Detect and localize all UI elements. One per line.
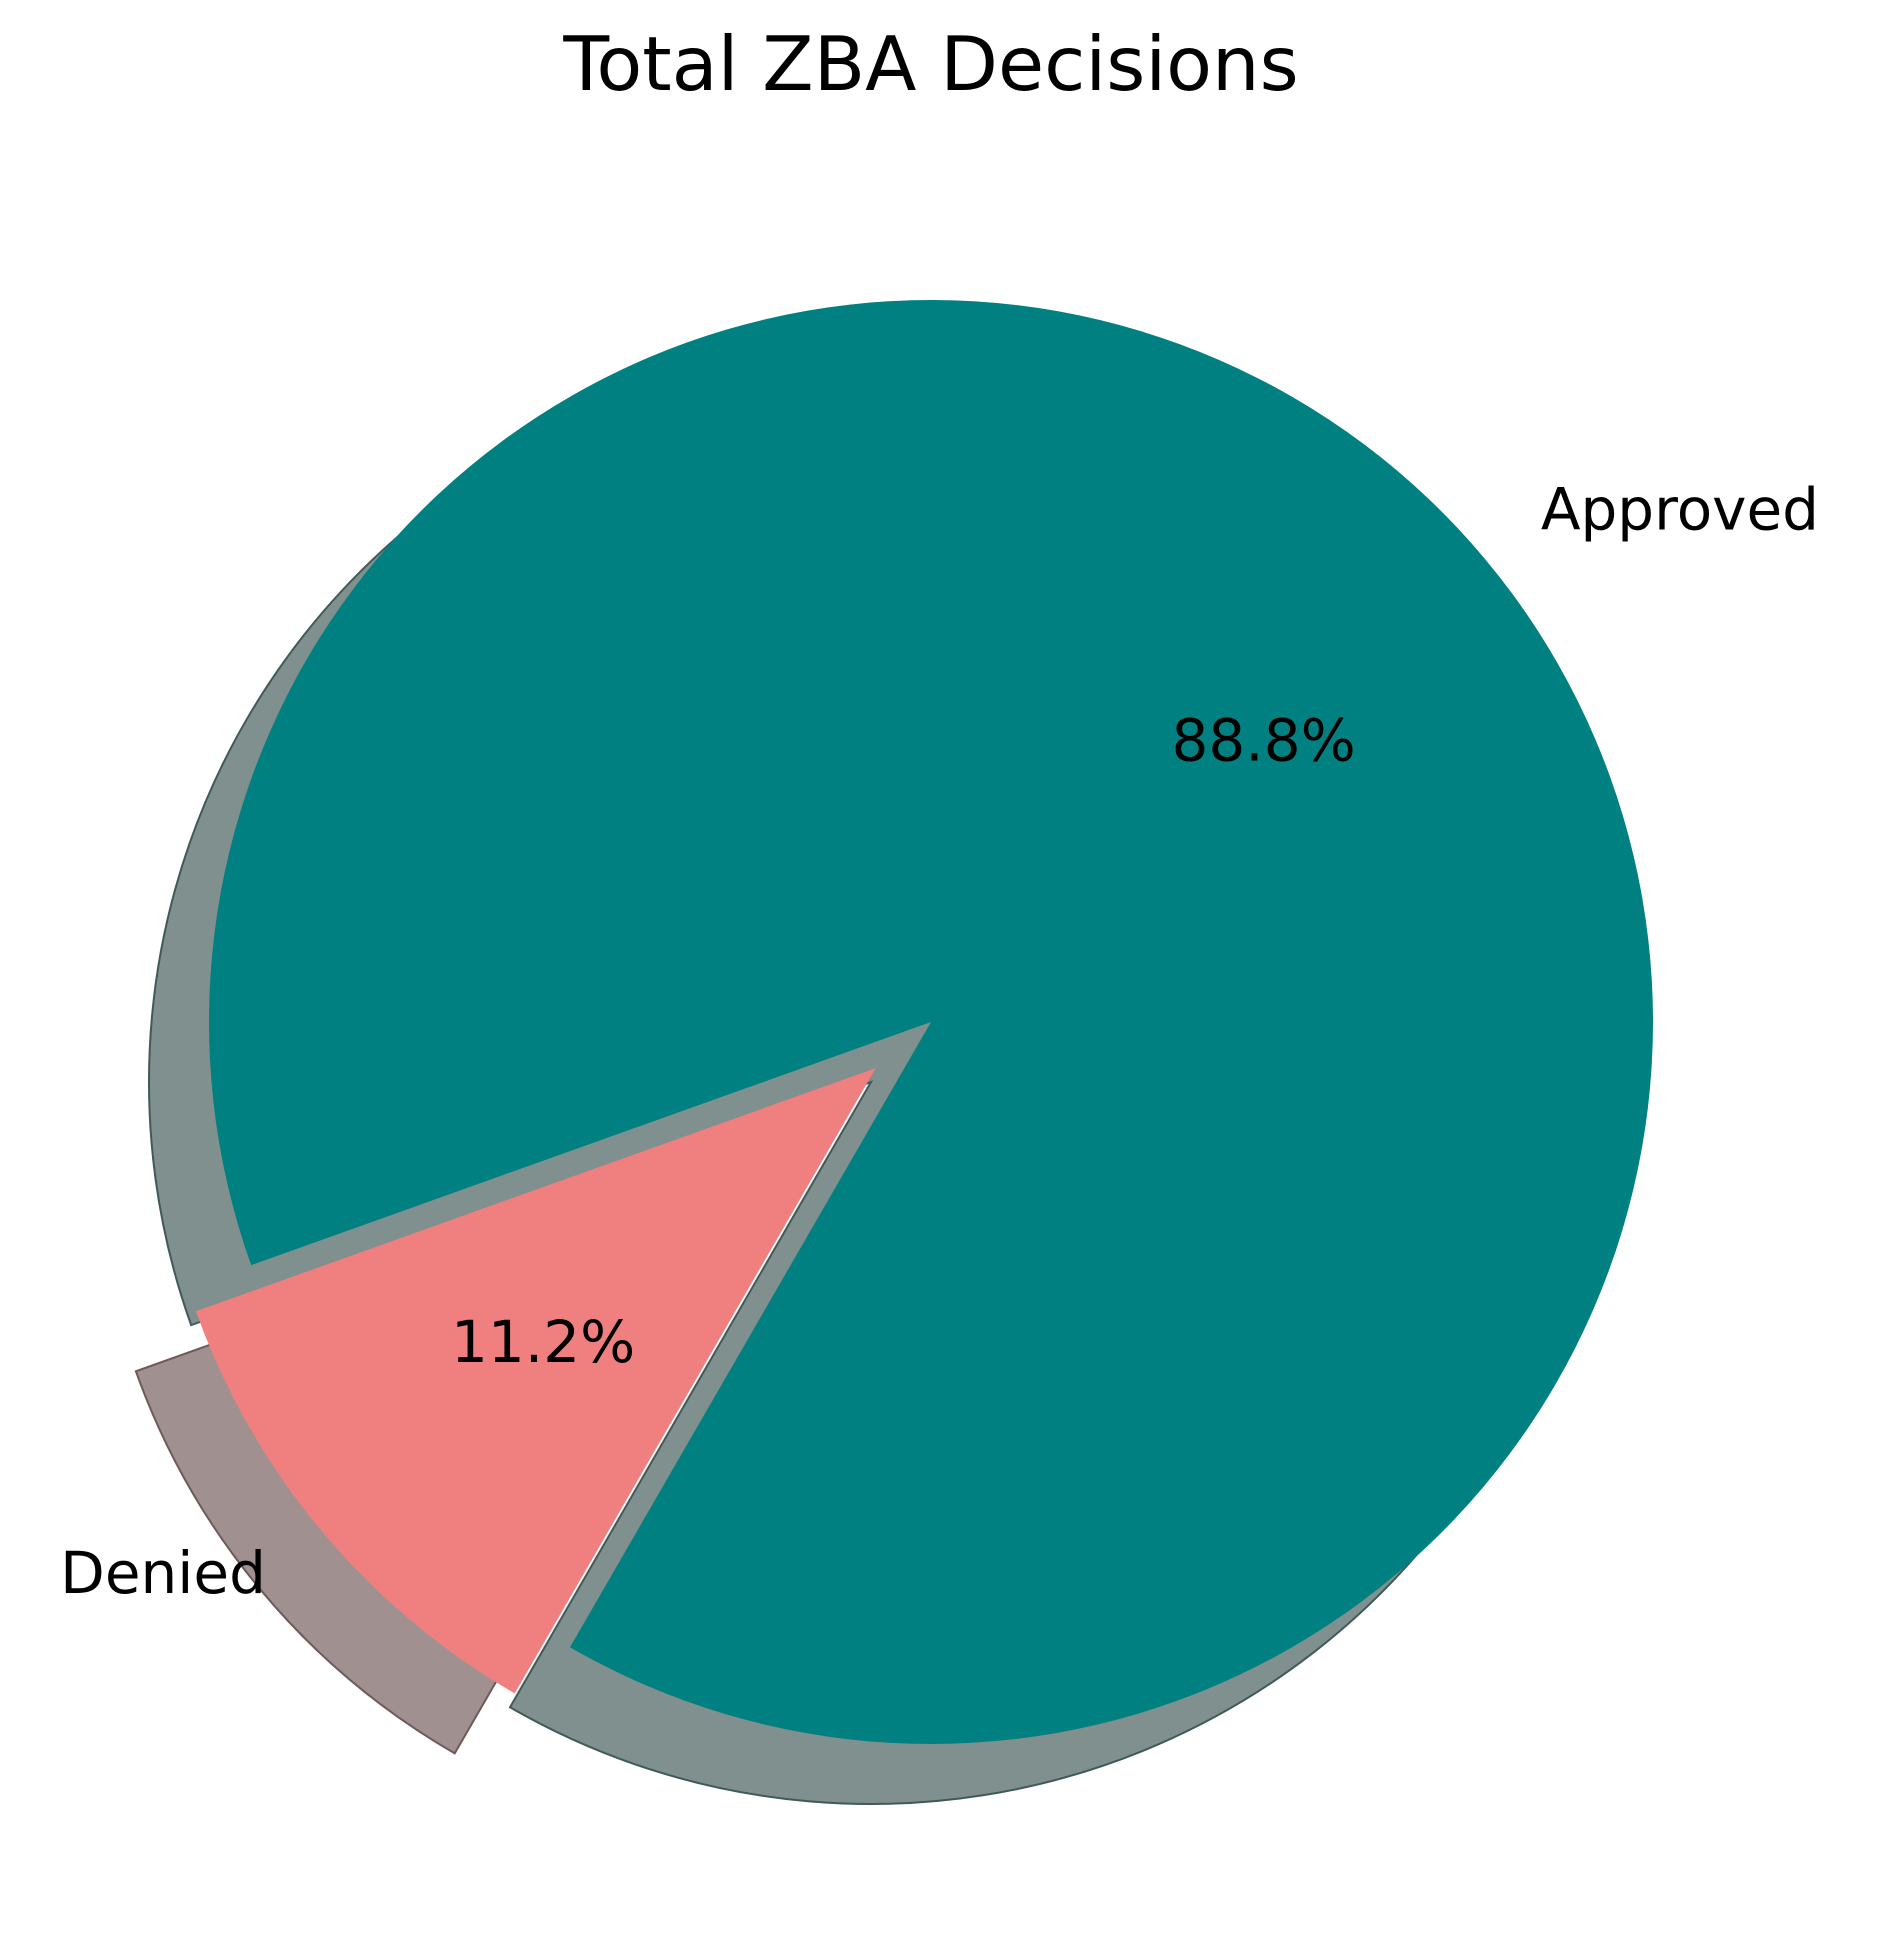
pie-slices <box>195 299 1654 1745</box>
percent-label-denied: 11.2% <box>451 1308 635 1376</box>
slice-label-approved: Approved <box>1541 475 1819 543</box>
percent-label-approved: 88.8% <box>1171 707 1355 775</box>
slice-label-denied: Denied <box>60 1539 266 1607</box>
slice-denied <box>195 1068 876 1694</box>
slice-labels: Approved 88.8% Denied 11.2% <box>60 475 1819 1607</box>
chart-title: Total ZBA Decisions <box>562 20 1298 108</box>
slice-approved <box>209 299 1654 1745</box>
